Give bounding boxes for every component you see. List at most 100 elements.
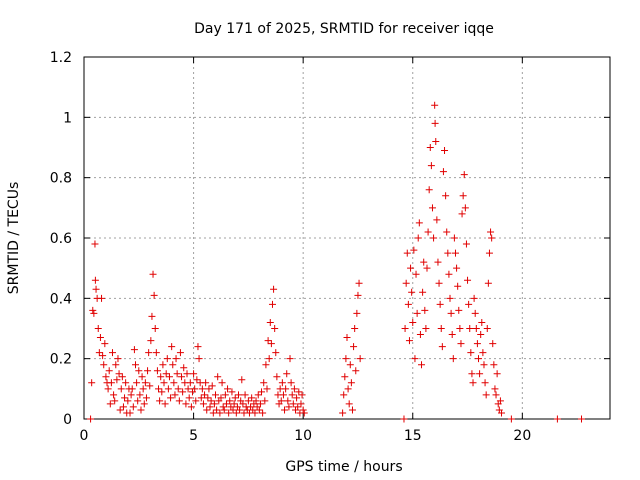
data-point: [89, 306, 97, 314]
data-point: [244, 397, 252, 405]
data-point: [178, 373, 186, 381]
data-point: [415, 219, 423, 227]
data-point: [140, 400, 148, 408]
data-point: [203, 406, 211, 414]
data-point: [95, 349, 103, 357]
data-point: [117, 385, 125, 393]
data-point: [455, 306, 463, 314]
data-point: [159, 361, 167, 369]
data-point: [347, 379, 355, 387]
data-point: [434, 258, 442, 266]
data-point: [122, 379, 130, 387]
y-tick-label: 0.6: [50, 231, 72, 247]
data-point: [230, 400, 238, 408]
data-point: [248, 394, 256, 402]
data-point: [175, 397, 183, 405]
data-point: [193, 376, 201, 384]
data-point: [449, 355, 457, 363]
data-point: [473, 340, 481, 348]
data-point: [101, 340, 109, 348]
data-point: [493, 370, 501, 378]
data-point: [171, 391, 179, 399]
data-point: [478, 318, 486, 326]
data-point: [265, 355, 273, 363]
data-point: [133, 379, 141, 387]
data-point: [206, 403, 214, 411]
data-point: [88, 379, 96, 387]
data-point: [411, 355, 419, 363]
data-point: [426, 144, 434, 151]
data-point: [201, 391, 209, 399]
y-tick-label: 1: [63, 110, 72, 126]
data-point: [482, 391, 490, 399]
data-point: [405, 337, 413, 345]
data-point: [454, 282, 462, 290]
data-point: [219, 403, 227, 411]
data-point: [236, 406, 244, 414]
data-point: [267, 340, 275, 348]
data-point: [209, 409, 217, 417]
data-point: [158, 388, 166, 396]
data-point: [182, 400, 190, 408]
data-point: [286, 355, 294, 363]
data-point: [165, 373, 173, 381]
data-point: [116, 406, 124, 414]
data-point: [145, 349, 153, 357]
data-point: [424, 228, 432, 236]
data-point: [427, 162, 435, 170]
data-point: [451, 249, 459, 257]
data-point: [453, 264, 461, 272]
data-point: [485, 249, 493, 257]
data-point: [156, 397, 164, 405]
data-point: [342, 355, 350, 363]
chart-title: Day 171 of 2025, SRMTID for receiver iqq…: [194, 21, 494, 37]
data-point: [151, 325, 159, 332]
data-point: [355, 279, 363, 287]
data-point: [456, 325, 464, 332]
data-point: [343, 334, 351, 342]
data-point: [134, 397, 142, 405]
data-point: [155, 385, 163, 393]
axis-ticks: [83, 56, 610, 420]
data-point: [431, 101, 439, 109]
data-point: [439, 168, 447, 176]
data-point: [115, 370, 123, 378]
data-point: [198, 385, 206, 393]
data-point: [241, 391, 249, 399]
data-point: [403, 249, 411, 257]
data-point: [180, 364, 188, 372]
data-point: [96, 334, 104, 342]
data-point: [341, 373, 349, 381]
data-point: [471, 309, 479, 317]
data-point: [428, 204, 436, 212]
data-point: [176, 349, 184, 357]
data-point: [256, 400, 264, 408]
data-point: [173, 370, 181, 378]
data-point: [87, 415, 95, 423]
data-point: [161, 400, 169, 408]
data-point: [139, 385, 147, 393]
y-tick-label: 0.8: [50, 171, 72, 187]
data-point: [107, 379, 115, 387]
data-point: [185, 394, 193, 402]
data-point: [409, 318, 417, 326]
data-point: [289, 400, 297, 408]
data-point: [498, 409, 506, 417]
data-point: [99, 352, 107, 360]
data-point: [208, 382, 216, 390]
data-point: [457, 340, 465, 348]
data-point: [195, 355, 203, 363]
data-point: [207, 397, 215, 405]
data-point: [468, 370, 476, 378]
grid: [84, 57, 610, 419]
data-point: [432, 137, 440, 145]
data-point: [152, 349, 160, 357]
data-point: [252, 397, 260, 405]
data-point: [184, 385, 192, 393]
data-point: [442, 192, 450, 200]
data-point: [484, 279, 492, 287]
data-point: [149, 270, 157, 278]
data-point: [488, 234, 496, 242]
data-point: [475, 355, 482, 363]
data-point: [416, 331, 424, 339]
